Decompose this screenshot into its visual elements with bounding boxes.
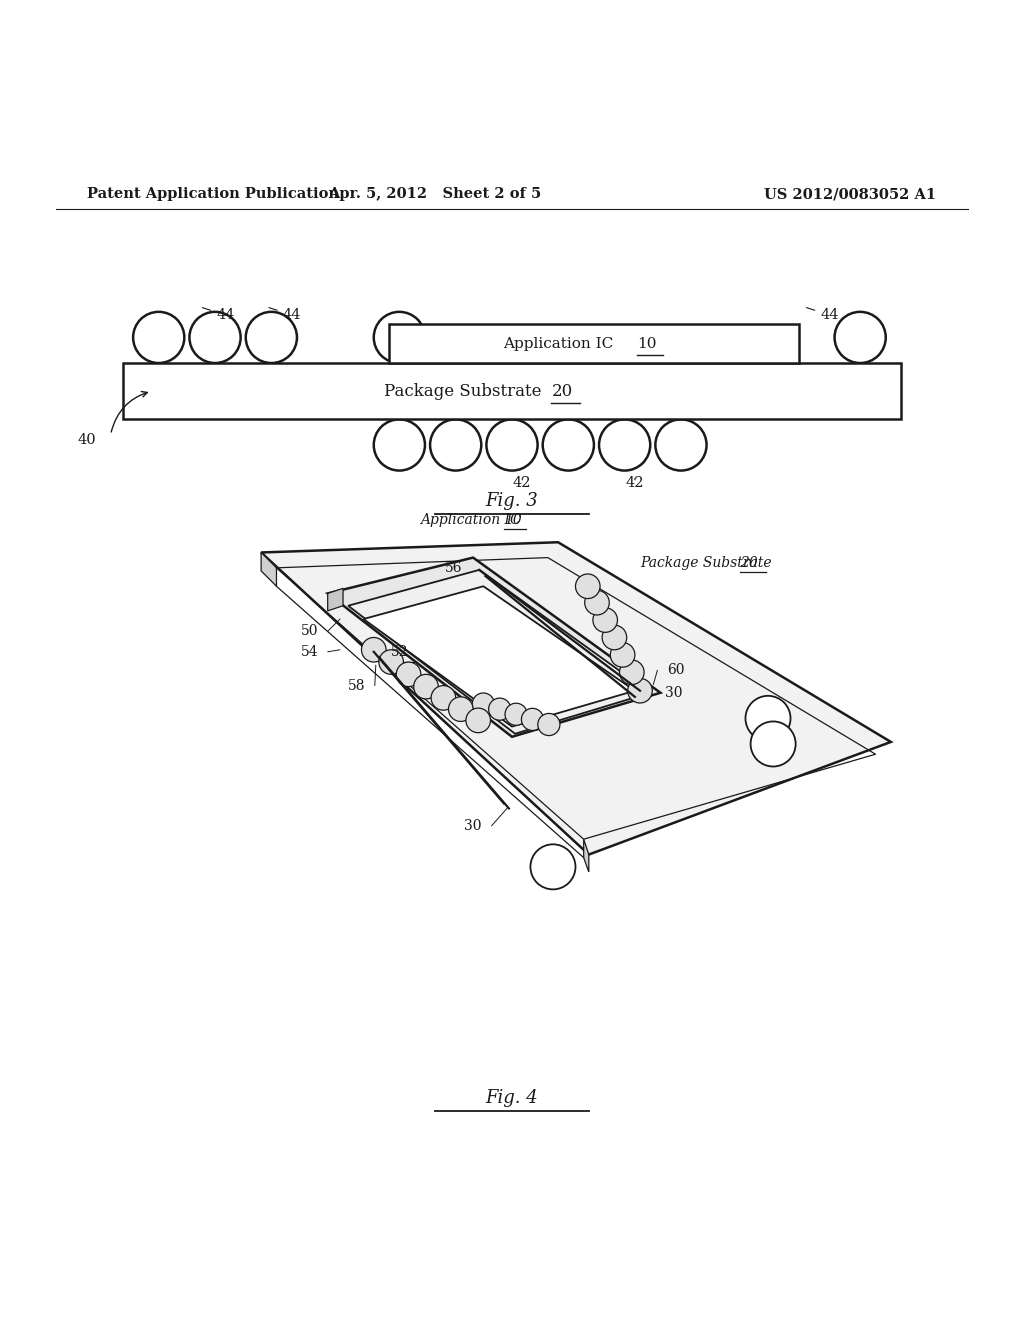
Bar [123, 363, 901, 420]
Text: 20: 20 [551, 383, 572, 400]
Text: 40: 40 [78, 433, 96, 447]
Circle shape [374, 312, 425, 363]
Text: 30: 30 [665, 686, 683, 700]
Circle shape [414, 675, 438, 698]
Circle shape [472, 693, 495, 715]
Text: 60: 60 [667, 663, 685, 677]
Polygon shape [328, 589, 343, 611]
Text: US 2012/0083052 A1: US 2012/0083052 A1 [764, 187, 936, 201]
Text: 44: 44 [203, 308, 234, 322]
Circle shape [374, 420, 425, 470]
Circle shape [745, 696, 791, 741]
Circle shape [189, 312, 241, 363]
Circle shape [449, 697, 473, 722]
Text: Package Substrate: Package Substrate [384, 383, 547, 400]
Circle shape [599, 420, 650, 470]
Text: 42: 42 [626, 475, 644, 490]
Circle shape [431, 685, 456, 710]
Circle shape [466, 708, 490, 733]
Text: Fig. 4: Fig. 4 [485, 1089, 539, 1107]
Circle shape [379, 649, 403, 675]
Polygon shape [364, 586, 635, 726]
Text: 30: 30 [464, 818, 482, 833]
Text: 20: 20 [740, 556, 758, 570]
Circle shape [543, 420, 594, 470]
Circle shape [486, 420, 538, 470]
Text: 56: 56 [444, 561, 463, 574]
Circle shape [361, 638, 386, 663]
Circle shape [585, 590, 609, 615]
Polygon shape [328, 557, 660, 737]
Circle shape [488, 698, 511, 721]
Text: 52: 52 [390, 644, 409, 659]
Text: 42: 42 [513, 475, 531, 490]
Text: Application IC: Application IC [504, 337, 618, 351]
Circle shape [133, 312, 184, 363]
Circle shape [575, 574, 600, 598]
Circle shape [430, 420, 481, 470]
Text: 10: 10 [637, 337, 656, 351]
Text: Apr. 5, 2012   Sheet 2 of 5: Apr. 5, 2012 Sheet 2 of 5 [329, 187, 542, 201]
Text: 44: 44 [269, 308, 301, 322]
Circle shape [620, 660, 644, 685]
Text: Application IC: Application IC [420, 512, 525, 527]
Circle shape [246, 312, 297, 363]
Circle shape [835, 312, 886, 363]
Circle shape [655, 420, 707, 470]
Circle shape [628, 678, 652, 704]
Circle shape [396, 663, 421, 686]
Text: 58: 58 [347, 678, 366, 693]
Text: 50: 50 [300, 624, 318, 639]
Text: Fig. 3: Fig. 3 [485, 492, 539, 511]
Circle shape [521, 709, 544, 730]
Text: Patent Application Publication: Patent Application Publication [87, 187, 339, 201]
Circle shape [593, 607, 617, 632]
Text: 54: 54 [300, 644, 318, 659]
Circle shape [602, 626, 627, 649]
Bar [389, 325, 799, 363]
Polygon shape [261, 553, 276, 586]
Circle shape [751, 722, 796, 767]
Polygon shape [261, 543, 891, 854]
Circle shape [610, 643, 635, 667]
Polygon shape [584, 840, 589, 873]
Text: Package Substrate: Package Substrate [640, 556, 776, 570]
Text: 10: 10 [504, 512, 521, 527]
Circle shape [538, 713, 560, 735]
Text: 44: 44 [807, 308, 839, 322]
Circle shape [505, 704, 527, 725]
Circle shape [530, 845, 575, 890]
Polygon shape [348, 570, 650, 734]
